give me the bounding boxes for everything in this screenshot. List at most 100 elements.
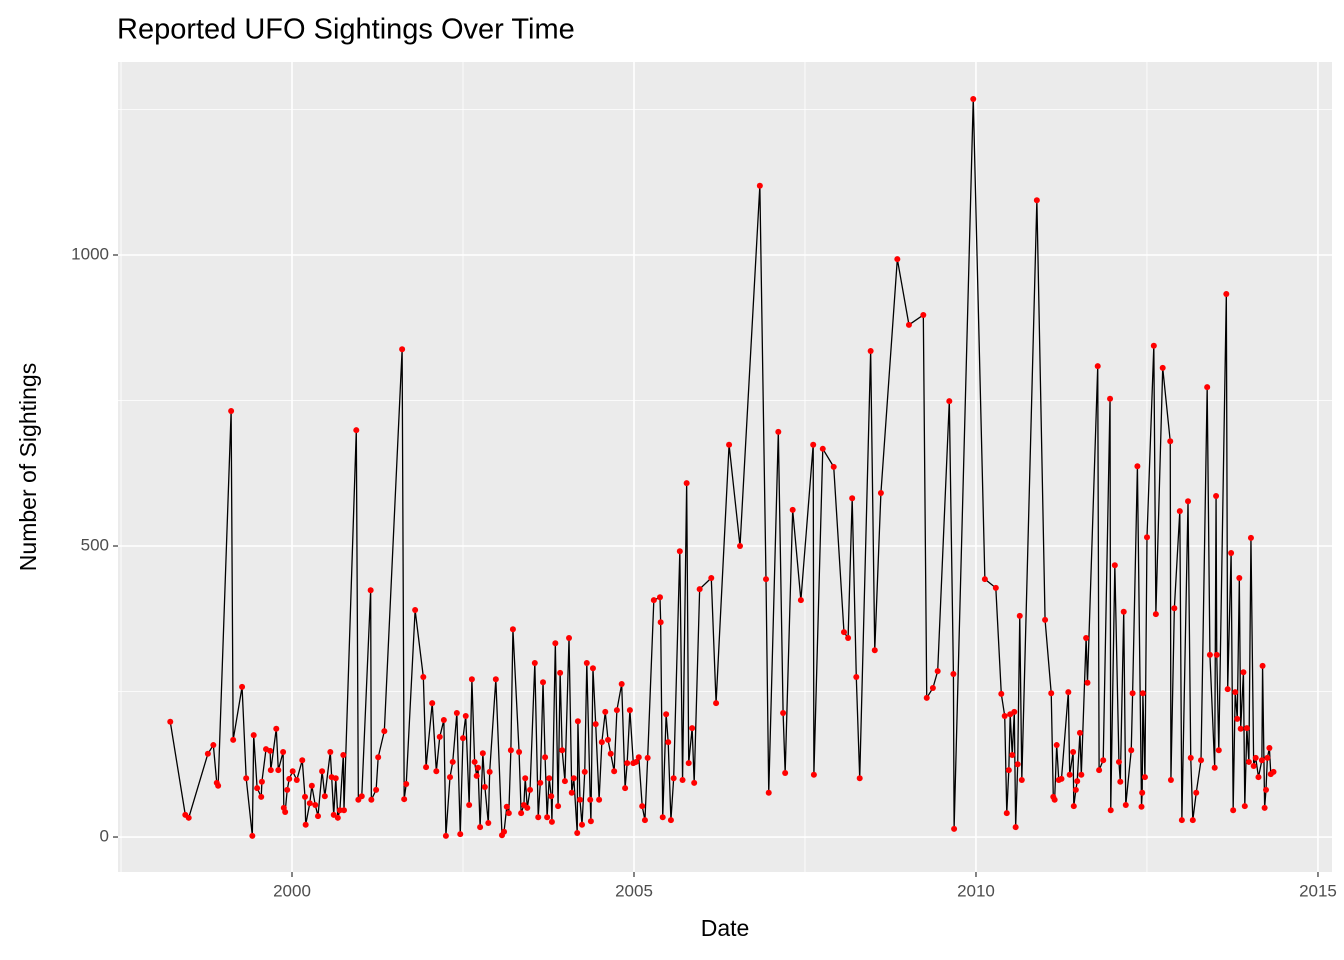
- point: [1206, 651, 1213, 658]
- point: [1048, 690, 1055, 697]
- point: [819, 445, 826, 452]
- point: [1213, 651, 1220, 658]
- point: [462, 712, 469, 719]
- point: [596, 796, 603, 803]
- point: [1255, 774, 1262, 781]
- point: [442, 832, 449, 839]
- point: [1187, 754, 1194, 761]
- point: [566, 634, 573, 641]
- point: [1262, 786, 1269, 793]
- point: [1078, 771, 1085, 778]
- y-tick-label: 1000: [71, 244, 109, 263]
- point: [440, 717, 447, 724]
- point: [626, 707, 633, 714]
- point: [358, 793, 365, 800]
- point: [1096, 767, 1103, 774]
- point: [1252, 754, 1259, 761]
- point: [1076, 729, 1083, 736]
- point: [691, 779, 698, 786]
- point: [401, 796, 408, 803]
- point: [486, 768, 493, 775]
- point: [319, 768, 326, 775]
- point: [1070, 803, 1077, 810]
- point: [579, 821, 586, 828]
- point: [576, 796, 583, 803]
- point: [516, 749, 523, 756]
- point: [667, 817, 674, 824]
- point: [992, 584, 999, 591]
- point: [789, 506, 796, 513]
- point: [689, 725, 696, 732]
- point: [1167, 438, 1174, 445]
- point: [503, 803, 510, 810]
- point: [1247, 534, 1254, 541]
- point: [509, 626, 516, 633]
- point: [592, 721, 599, 728]
- point: [1070, 749, 1077, 756]
- point: [250, 732, 257, 739]
- point: [1143, 534, 1150, 541]
- point: [340, 751, 347, 758]
- point: [505, 810, 512, 817]
- point: [273, 725, 280, 732]
- point: [267, 747, 274, 754]
- point: [598, 739, 605, 746]
- point: [167, 718, 174, 725]
- point: [473, 772, 480, 779]
- point: [280, 749, 287, 756]
- x-tick-label: 2010: [957, 881, 995, 900]
- point: [587, 818, 594, 825]
- point: [656, 594, 663, 601]
- point: [641, 817, 648, 824]
- point: [1053, 742, 1060, 749]
- x-tick-label: 2000: [273, 881, 311, 900]
- point: [1083, 634, 1090, 641]
- point: [243, 775, 250, 782]
- point: [589, 665, 596, 672]
- point: [429, 700, 436, 707]
- point: [518, 810, 525, 817]
- point: [923, 694, 930, 701]
- point: [1167, 776, 1174, 783]
- point: [607, 750, 614, 757]
- point: [1234, 715, 1241, 722]
- point: [1150, 342, 1157, 349]
- point: [581, 768, 588, 775]
- point: [1230, 807, 1237, 814]
- point: [950, 671, 957, 678]
- point: [1139, 690, 1146, 697]
- point: [239, 683, 246, 690]
- point: [210, 742, 217, 749]
- point: [810, 771, 817, 778]
- point: [1014, 761, 1021, 768]
- point: [894, 256, 901, 263]
- point: [399, 346, 406, 353]
- point: [568, 789, 575, 796]
- point: [574, 718, 581, 725]
- point: [849, 495, 856, 502]
- point: [1042, 616, 1049, 623]
- point: [765, 789, 772, 796]
- point: [1261, 804, 1268, 811]
- point: [375, 754, 382, 761]
- point: [204, 750, 211, 757]
- point: [1129, 690, 1136, 697]
- point: [998, 690, 1005, 697]
- point: [471, 758, 478, 765]
- point: [561, 778, 568, 785]
- point: [546, 775, 553, 782]
- point: [726, 441, 733, 448]
- point: [522, 775, 529, 782]
- point: [1171, 605, 1178, 612]
- point: [1012, 824, 1019, 831]
- point: [830, 463, 837, 470]
- point: [552, 640, 559, 647]
- point: [460, 735, 467, 742]
- point: [657, 619, 664, 626]
- point: [1266, 744, 1273, 751]
- point: [1084, 679, 1091, 686]
- point: [308, 782, 315, 789]
- point: [336, 807, 343, 814]
- point: [479, 750, 486, 757]
